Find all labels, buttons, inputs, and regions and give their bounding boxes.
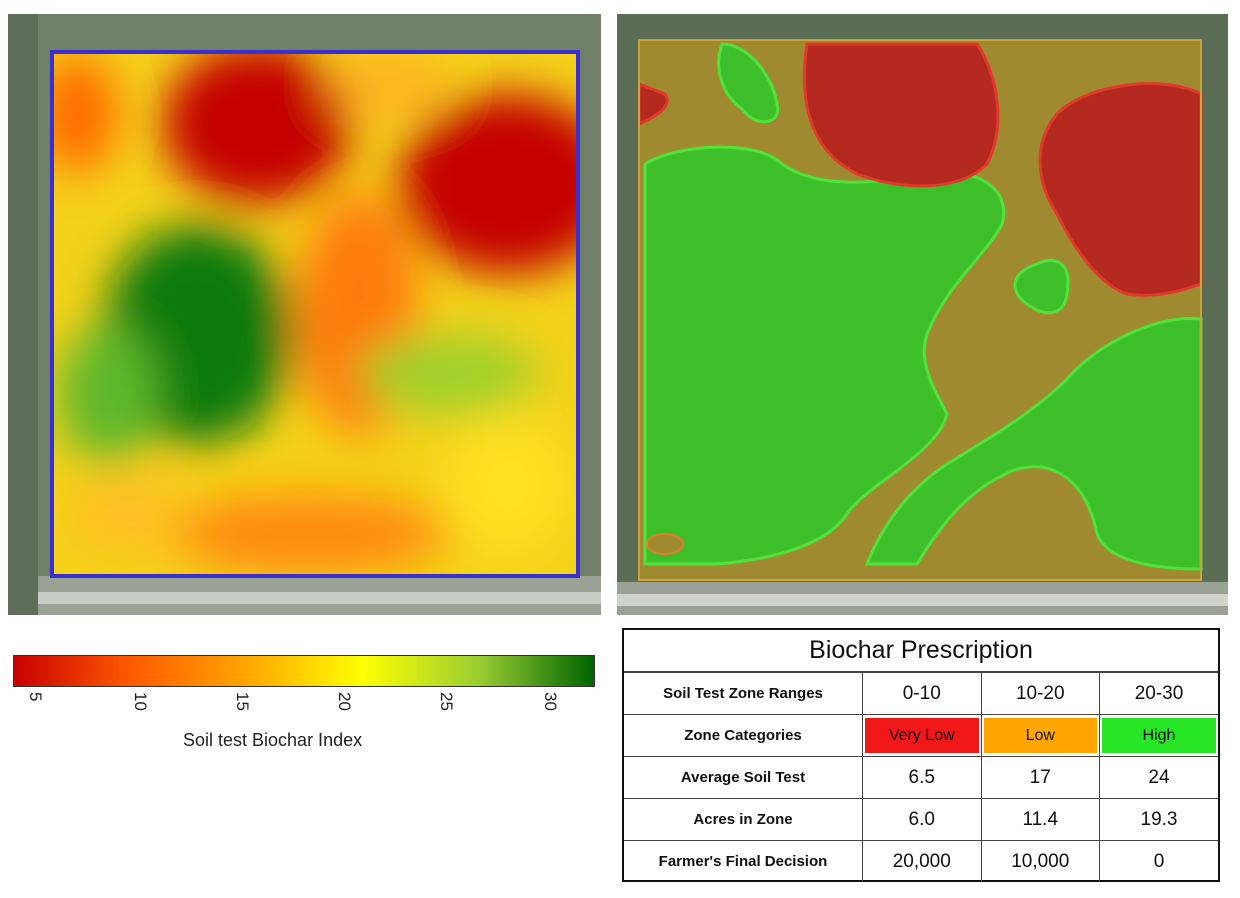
- table-cell: 24: [1099, 756, 1218, 799]
- table-cell: 0: [1099, 840, 1218, 882]
- colorbar-tick: 15: [233, 692, 252, 711]
- zone-high-small: [717, 42, 780, 124]
- zone-low-patch: [646, 533, 684, 555]
- table-cell: 11.4: [980, 798, 1100, 841]
- table-row: Average Soil Test 6.5 17 24: [624, 756, 1218, 799]
- zone-very-low-north: [802, 42, 1000, 188]
- table-cell: 0-10: [862, 672, 982, 715]
- table-cell: 10,000: [980, 840, 1100, 882]
- zone-very-low-east: [1038, 82, 1203, 297]
- colorbar-tick: 25: [437, 692, 456, 711]
- zone-category-cell: High: [1099, 714, 1218, 757]
- colorbar-tick: 5: [26, 692, 45, 702]
- row-label: Soil Test Zone Ranges: [624, 672, 863, 715]
- zone-high-east: [864, 316, 1203, 571]
- zone-category-label: Very Low: [865, 718, 979, 753]
- prescription-zone-map: [617, 14, 1228, 615]
- colorbar-tick: 20: [335, 692, 354, 711]
- zone-category-label: Low: [983, 718, 1097, 753]
- zone-category-cell: Low: [980, 714, 1100, 757]
- table-row: Farmer's Final Decision 20,000 10,000 0: [624, 840, 1218, 882]
- field-boundary: [50, 50, 580, 578]
- colorbar-tick: 10: [131, 692, 150, 711]
- row-label: Acres in Zone: [624, 798, 863, 841]
- table-cell: 20,000: [862, 840, 982, 882]
- table-title: Biochar Prescription: [624, 630, 1218, 672]
- row-label: Average Soil Test: [624, 756, 863, 799]
- table-cell: 20-30: [1099, 672, 1218, 715]
- zone-category-cell: Very Low: [862, 714, 982, 757]
- table-cell: 6.5: [862, 756, 982, 799]
- table-row: Acres in Zone 6.0 11.4 19.3: [624, 798, 1218, 841]
- table-cell: 17: [980, 756, 1100, 799]
- colorbar-gradient: [13, 655, 595, 687]
- row-label: Zone Categories: [624, 714, 863, 757]
- table-cell: 6.0: [862, 798, 982, 841]
- table-row: Zone Categories Very Low Low High: [624, 714, 1218, 757]
- table-cell: 19.3: [1099, 798, 1218, 841]
- table-row: Soil Test Zone Ranges 0-10 10-20 20-30: [624, 672, 1218, 715]
- biochar-prescription-table: Biochar Prescription Soil Test Zone Rang…: [622, 628, 1220, 882]
- zone-high-island: [1013, 258, 1070, 315]
- zone-high-west: [643, 145, 1006, 566]
- colorbar-tick: 30: [541, 692, 560, 711]
- colorbar-label: Soil test Biochar Index: [183, 730, 363, 750]
- table-cell: 10-20: [980, 672, 1100, 715]
- soil-test-heatmap: [8, 14, 601, 615]
- zone-category-label: High: [1102, 718, 1216, 753]
- row-label: Farmer's Final Decision: [624, 840, 863, 882]
